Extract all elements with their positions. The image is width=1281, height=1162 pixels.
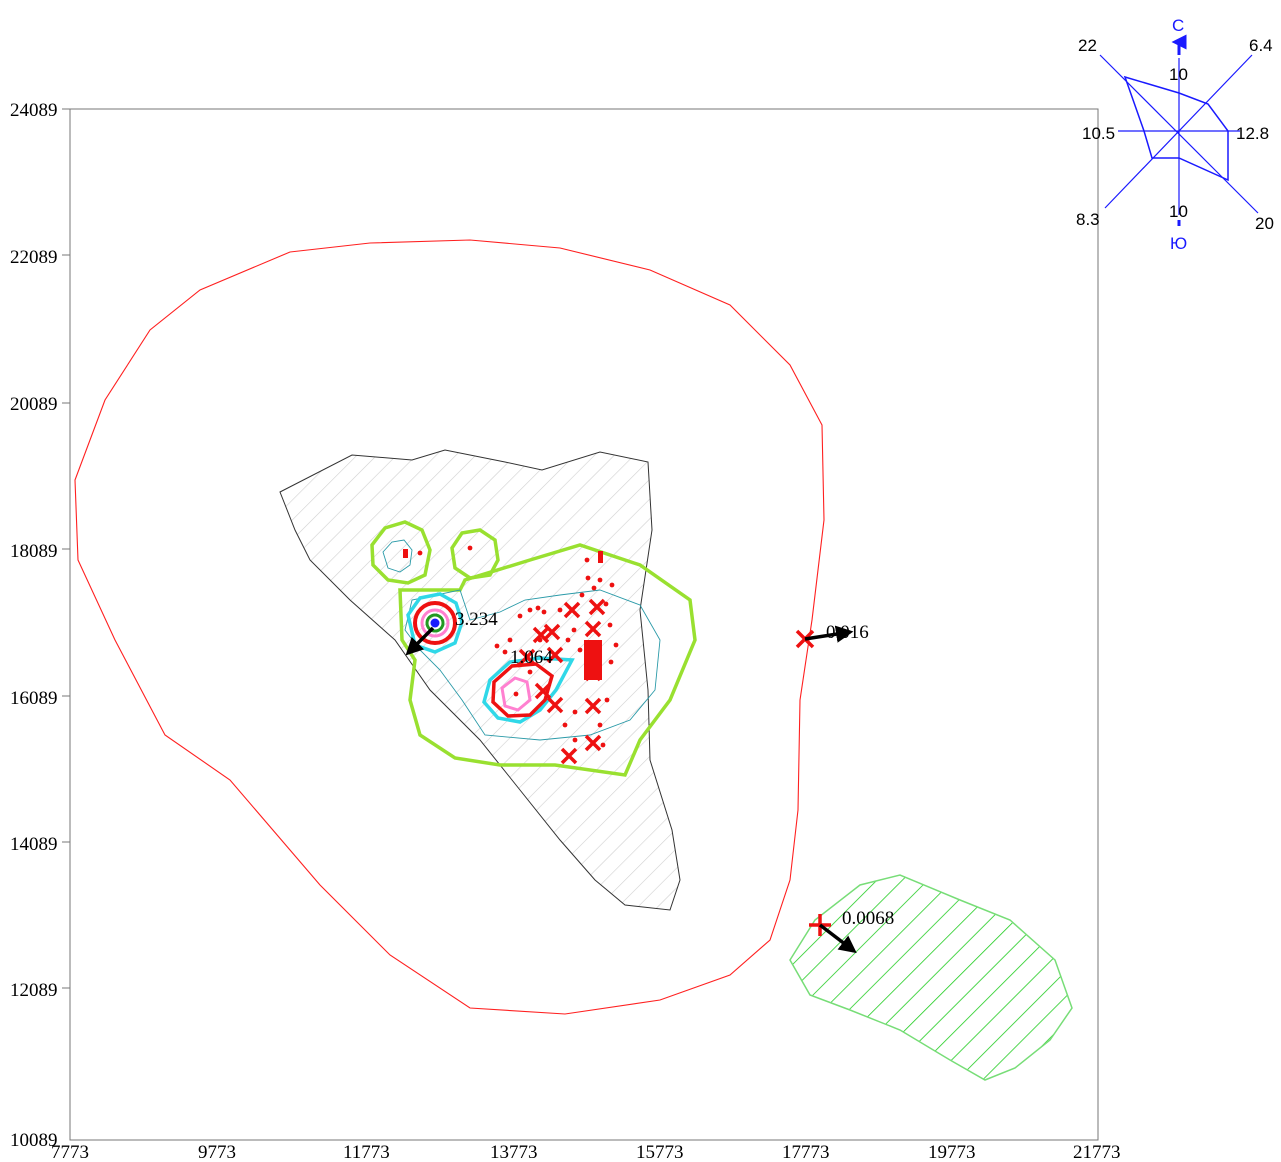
y-tick-label: 10089 xyxy=(10,1130,58,1151)
x-tick-label: 9773 xyxy=(198,1142,236,1162)
y-axis: 24089 22089 20089 18089 16089 14089 1208… xyxy=(10,100,70,1151)
x-axis: 7773 9773 11773 13773 15773 17773 19773 … xyxy=(51,1142,1121,1162)
wind-arrows xyxy=(405,625,857,954)
source-markers xyxy=(403,545,831,936)
arrow-icon xyxy=(405,626,435,656)
x-tick-label: 11773 xyxy=(343,1142,390,1162)
rose-value: 10 xyxy=(1169,65,1188,84)
y-tick-label: 12089 xyxy=(10,980,58,1001)
teal-contour xyxy=(382,539,413,573)
south-label: Ю xyxy=(1170,234,1187,253)
arrow-icon xyxy=(804,625,854,643)
north-label: С xyxy=(1172,16,1184,35)
y-tick-label: 22089 xyxy=(10,247,58,268)
y-tick-label: 16089 xyxy=(10,688,58,709)
green-contour-main xyxy=(398,543,697,777)
y-tick-label: 18089 xyxy=(10,541,58,562)
rose-value: 10.5 xyxy=(1082,124,1115,143)
source-point-marker xyxy=(584,640,602,680)
source-point-marker xyxy=(417,545,619,748)
wind-rose: С Ю 22 10 6.4 10.5 12.8 8.3 10 20 xyxy=(1076,16,1274,253)
y-tick-label: 20089 xyxy=(10,394,58,415)
rose-value: 22 xyxy=(1078,36,1097,55)
value-annotation: 3.234 xyxy=(455,609,498,630)
wind-rose-polygon xyxy=(1123,75,1229,182)
x-tick-label: 17773 xyxy=(782,1142,830,1162)
green-contour-small xyxy=(450,528,500,580)
arrow-icon xyxy=(818,923,857,954)
value-annotation: 0.0068 xyxy=(842,908,894,929)
green-contour-small xyxy=(370,520,432,585)
outer-red-contour xyxy=(74,239,825,1015)
y-tick-label: 24089 xyxy=(10,100,58,121)
rose-value: 6.4 xyxy=(1249,36,1273,55)
x-tick-label: 21773 xyxy=(1073,1142,1121,1162)
green-hatched-zone xyxy=(789,874,1073,1081)
y-tick-label: 14089 xyxy=(10,834,58,855)
source-point-marker xyxy=(598,551,603,563)
rose-value: 10 xyxy=(1169,202,1188,221)
x-tick-label: 13773 xyxy=(490,1142,538,1162)
x-tick-label: 15773 xyxy=(636,1142,684,1162)
rose-value: 12.8 xyxy=(1236,124,1269,143)
x-tick-label: 7773 xyxy=(51,1142,89,1162)
rose-value: 20 xyxy=(1255,214,1274,233)
value-annotation: 0.016 xyxy=(826,622,869,643)
rose-value: 8.3 xyxy=(1076,210,1100,229)
gray-hatched-zone xyxy=(279,449,681,911)
map-frame xyxy=(69,108,1099,1141)
value-annotation: 1.064 xyxy=(510,647,553,668)
x-tick-label: 19773 xyxy=(928,1142,976,1162)
source-point-marker xyxy=(403,549,408,558)
